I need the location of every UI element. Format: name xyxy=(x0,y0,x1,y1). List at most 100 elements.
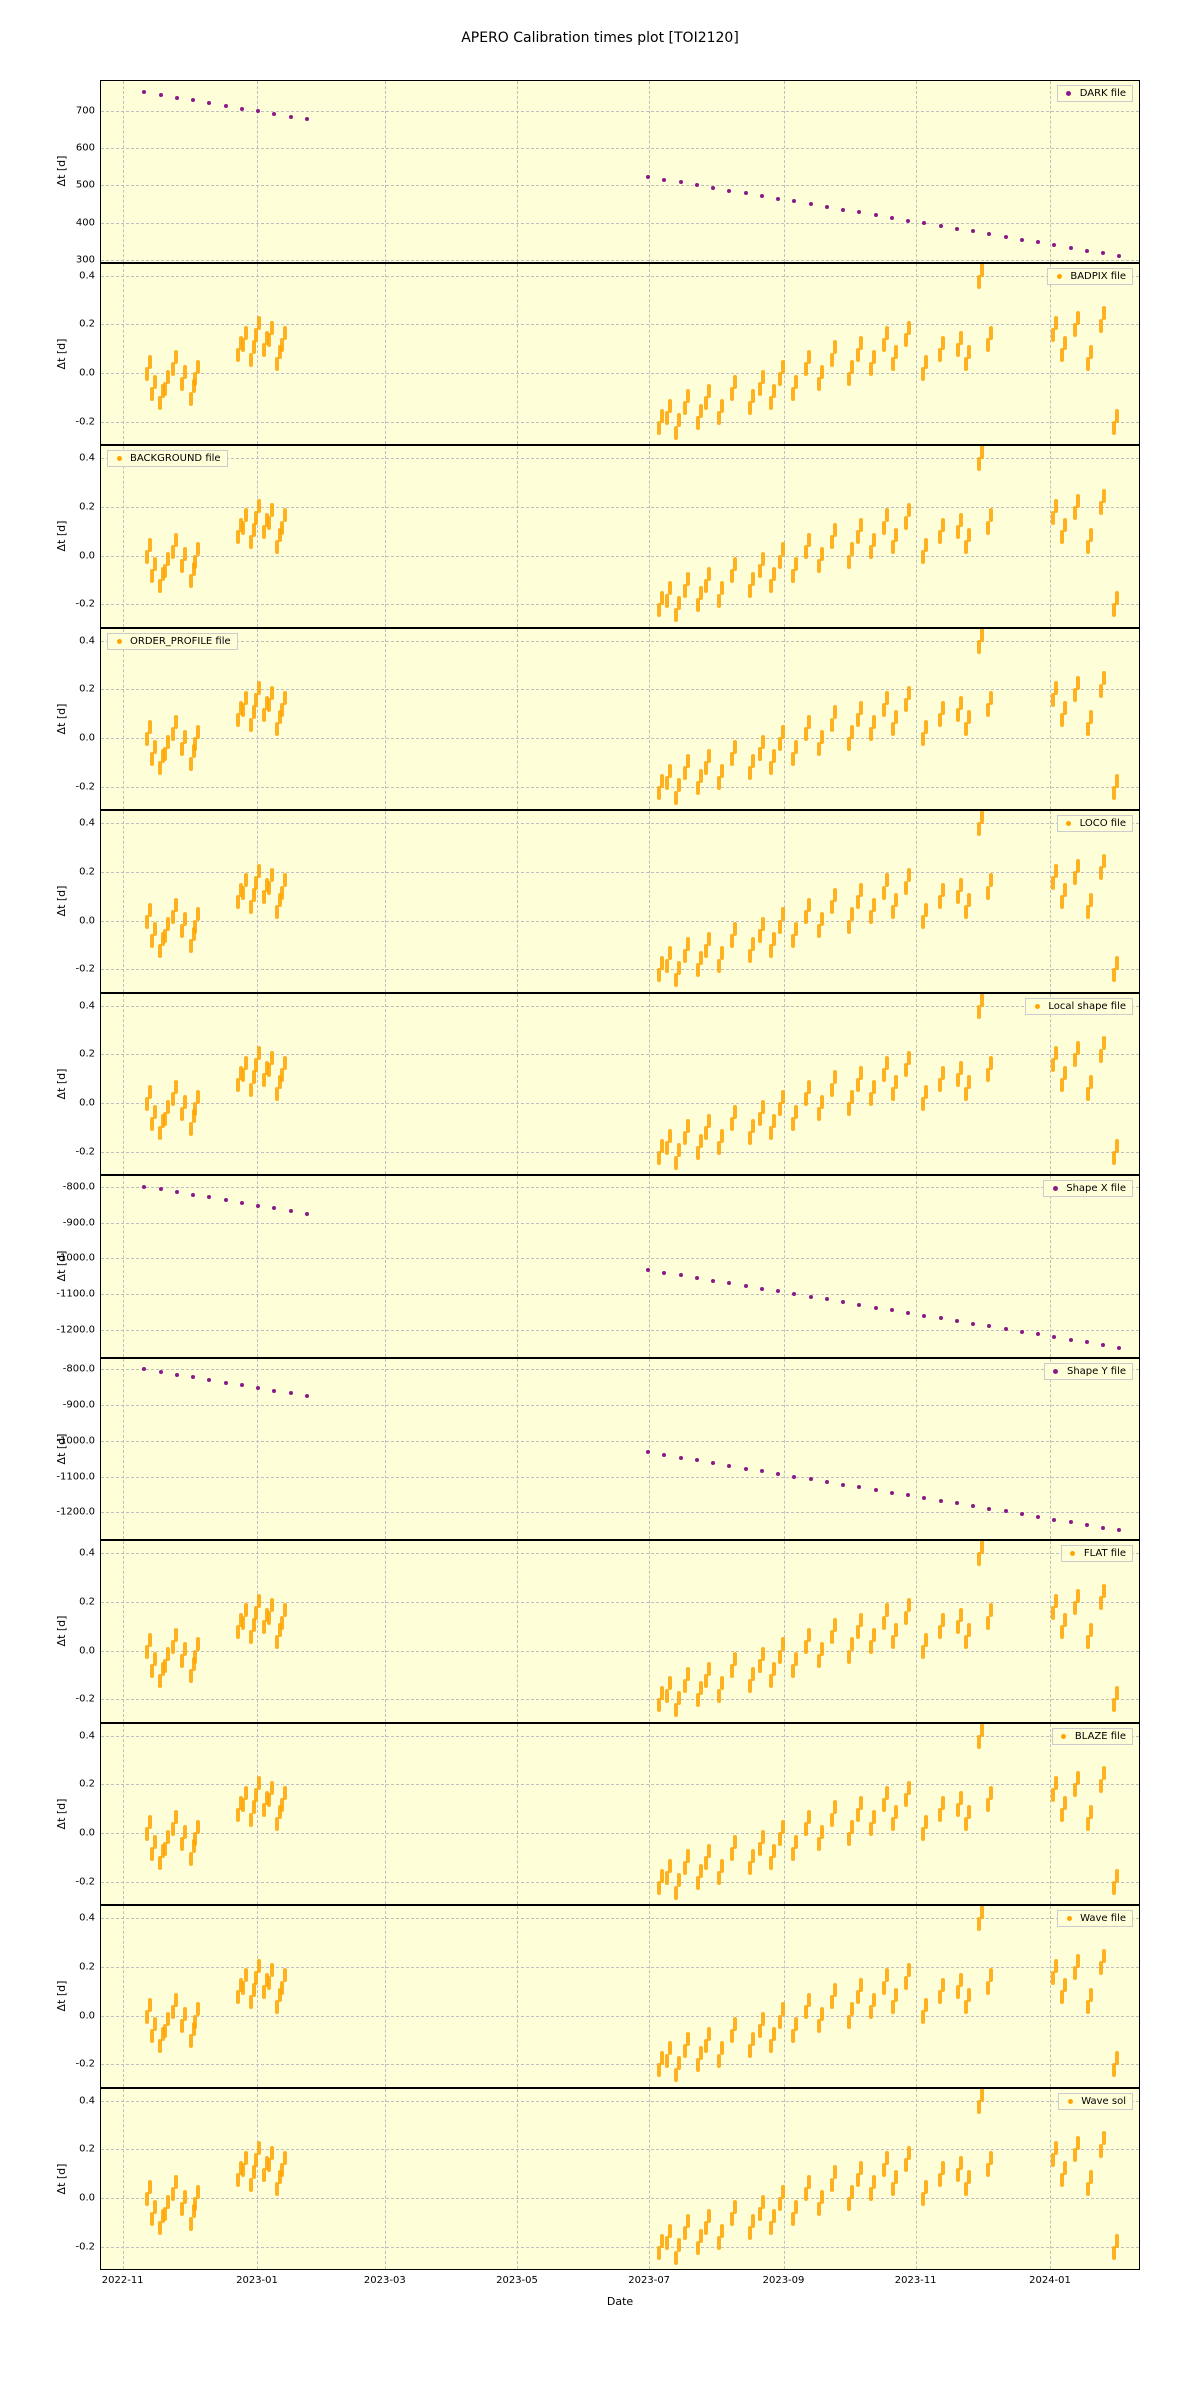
ytick-label: 0.2 xyxy=(79,684,101,695)
legend: Shape X file xyxy=(1043,1180,1133,1197)
legend-label: BACKGROUND file xyxy=(130,453,221,464)
legend-label: Local shape file xyxy=(1048,1001,1126,1012)
ylabel: Δt [d] xyxy=(55,521,68,552)
legend-label: Shape X file xyxy=(1066,1183,1126,1194)
ytick-label: 0.0 xyxy=(79,368,101,379)
ylabel: Δt [d] xyxy=(55,1251,68,1282)
legend: BACKGROUND file xyxy=(107,450,228,467)
ytick-label: 400 xyxy=(76,217,101,228)
ytick-label: 0.0 xyxy=(79,733,101,744)
ytick-label: 0.0 xyxy=(79,2010,101,2021)
panel-local_shape: -0.20.00.20.4Δt [d]Local shape file xyxy=(100,993,1140,1176)
legend: BADPIX file xyxy=(1047,268,1133,285)
ytick-label: -800.0 xyxy=(63,1181,101,1192)
ylabel: Δt [d] xyxy=(55,1068,68,1099)
ytick-label: -800.0 xyxy=(63,1364,101,1375)
xtick-label: 2023-05 xyxy=(496,2269,538,2286)
ytick-label: 0.4 xyxy=(79,1548,101,1559)
legend-label: Shape Y file xyxy=(1067,1366,1126,1377)
panel-order_profile: -0.20.00.20.4Δt [d]ORDER_PROFILE file xyxy=(100,628,1140,811)
legend-label: DARK file xyxy=(1080,88,1126,99)
ytick-label: -1200.0 xyxy=(56,1507,101,1518)
ytick-label: -0.2 xyxy=(75,2241,101,2252)
panel-dark: 300400500600700Δt [d]DARK file xyxy=(100,80,1140,263)
legend-label: Wave file xyxy=(1080,1913,1126,1924)
ylabel: Δt [d] xyxy=(55,1798,68,1829)
ytick-label: 500 xyxy=(76,180,101,191)
ytick-label: -900.0 xyxy=(63,1400,101,1411)
ytick-label: 0.0 xyxy=(79,1828,101,1839)
ytick-label: 0.2 xyxy=(79,1596,101,1607)
ytick-label: 0.0 xyxy=(79,1098,101,1109)
panel-flat: -0.20.00.20.4Δt [d]FLAT file xyxy=(100,1540,1140,1723)
xlabel: Date xyxy=(607,2269,633,2308)
ytick-label: 0.4 xyxy=(79,453,101,464)
ytick-label: 0.4 xyxy=(79,635,101,646)
panel-shapex: -1200.0-1100.0-1000.0-900.0-800.0Δt [d]S… xyxy=(100,1175,1140,1358)
legend-label: Wave sol xyxy=(1081,2096,1126,2107)
legend: Shape Y file xyxy=(1044,1363,1133,1380)
ytick-label: 0.0 xyxy=(79,2193,101,2204)
ytick-label: 0.4 xyxy=(79,270,101,281)
ytick-label: -0.2 xyxy=(75,1694,101,1705)
legend: FLAT file xyxy=(1061,1545,1133,1562)
ytick-label: -0.2 xyxy=(75,964,101,975)
ylabel: Δt [d] xyxy=(55,156,68,187)
ytick-label: 0.2 xyxy=(79,2144,101,2155)
ytick-label: 0.2 xyxy=(79,501,101,512)
ytick-label: 0.4 xyxy=(79,818,101,829)
ytick-label: 0.2 xyxy=(79,1779,101,1790)
ylabel: Δt [d] xyxy=(55,1433,68,1464)
figure-title: APERO Calibration times plot [TOI2120] xyxy=(0,30,1200,46)
ytick-label: 0.0 xyxy=(79,1645,101,1656)
ytick-label: 0.4 xyxy=(79,1913,101,1924)
ytick-label: 0.4 xyxy=(79,1000,101,1011)
legend: DARK file xyxy=(1057,85,1133,102)
xtick-label: 2022-11 xyxy=(102,2269,144,2286)
ytick-label: 0.4 xyxy=(79,1730,101,1741)
legend: Local shape file xyxy=(1025,998,1133,1015)
ytick-label: -1200.0 xyxy=(56,1324,101,1335)
ylabel: Δt [d] xyxy=(55,2163,68,2194)
ylabel: Δt [d] xyxy=(55,338,68,369)
ytick-label: 0.2 xyxy=(79,319,101,330)
ytick-label: -0.2 xyxy=(75,1876,101,1887)
xtick-label: 2023-11 xyxy=(895,2269,937,2286)
ytick-label: -0.2 xyxy=(75,2059,101,2070)
ytick-label: -1100.0 xyxy=(56,1471,101,1482)
ylabel: Δt [d] xyxy=(55,886,68,917)
legend: ORDER_PROFILE file xyxy=(107,633,238,650)
legend: BLAZE file xyxy=(1052,1728,1133,1745)
xtick-label: 2023-07 xyxy=(628,2269,670,2286)
ylabel: Δt [d] xyxy=(55,1616,68,1647)
ylabel: Δt [d] xyxy=(55,703,68,734)
legend-label: BLAZE file xyxy=(1075,1731,1126,1742)
ytick-label: 600 xyxy=(76,143,101,154)
ytick-label: 0.4 xyxy=(79,2095,101,2106)
ytick-label: -900.0 xyxy=(63,1217,101,1228)
ytick-label: 0.0 xyxy=(79,915,101,926)
panel-wavesol: -0.20.00.20.4Δt [d]Wave sol2022-112023-0… xyxy=(100,2088,1140,2271)
ytick-label: -0.2 xyxy=(75,599,101,610)
ytick-label: -0.2 xyxy=(75,416,101,427)
ytick-label: 0.2 xyxy=(79,1961,101,1972)
panel-wave: -0.20.00.20.4Δt [d]Wave file xyxy=(100,1905,1140,2088)
xtick-label: 2024-01 xyxy=(1029,2269,1071,2286)
xtick-label: 2023-01 xyxy=(236,2269,278,2286)
ytick-label: 0.2 xyxy=(79,1049,101,1060)
legend: Wave sol xyxy=(1058,2093,1133,2110)
legend-label: BADPIX file xyxy=(1070,271,1126,282)
ytick-label: 0.2 xyxy=(79,866,101,877)
legend-label: ORDER_PROFILE file xyxy=(130,636,231,647)
panels-container: 300400500600700Δt [d]DARK file-0.20.00.2… xyxy=(100,80,1140,2270)
figure: APERO Calibration times plot [TOI2120] 3… xyxy=(0,0,1200,2400)
panel-loco: -0.20.00.20.4Δt [d]LOCO file xyxy=(100,810,1140,993)
ytick-label: -0.2 xyxy=(75,1146,101,1157)
xtick-label: 2023-03 xyxy=(364,2269,406,2286)
ytick-label: 300 xyxy=(76,254,101,265)
ytick-label: -0.2 xyxy=(75,781,101,792)
ytick-label: 700 xyxy=(76,105,101,116)
panel-badpix: -0.20.00.20.4Δt [d]BADPIX file xyxy=(100,263,1140,446)
panel-shapey: -1200.0-1100.0-1000.0-900.0-800.0Δt [d]S… xyxy=(100,1358,1140,1541)
panel-blaze: -0.20.00.20.4Δt [d]BLAZE file xyxy=(100,1723,1140,1906)
